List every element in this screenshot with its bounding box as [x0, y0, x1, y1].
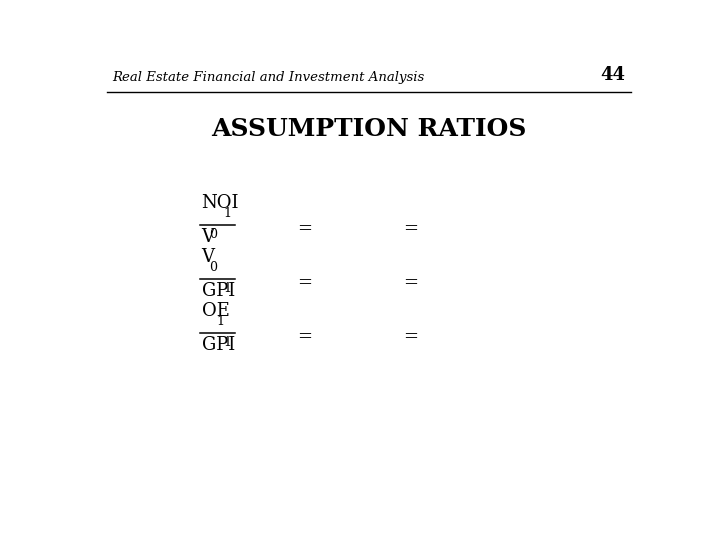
Text: OE: OE	[202, 302, 230, 320]
Text: =: =	[297, 328, 312, 346]
Text: 1: 1	[216, 315, 224, 328]
Text: GPI: GPI	[202, 282, 235, 300]
Text: 1: 1	[223, 282, 231, 295]
Text: =: =	[403, 274, 418, 292]
Text: ASSUMPTION RATIOS: ASSUMPTION RATIOS	[211, 117, 527, 141]
Text: GPI: GPI	[202, 336, 235, 354]
Text: 0: 0	[209, 261, 217, 274]
Text: 0: 0	[209, 228, 217, 241]
Text: 1: 1	[223, 207, 231, 220]
Text: =: =	[403, 328, 418, 346]
Text: Real Estate Financial and Investment Analysis: Real Estate Financial and Investment Ana…	[112, 71, 425, 84]
Text: 1: 1	[223, 336, 231, 349]
Text: 44: 44	[600, 66, 626, 84]
Text: NOI: NOI	[202, 193, 239, 212]
Text: V: V	[202, 228, 215, 246]
Text: =: =	[297, 220, 312, 238]
Text: V: V	[202, 248, 215, 266]
Text: =: =	[297, 274, 312, 292]
Text: =: =	[403, 220, 418, 238]
